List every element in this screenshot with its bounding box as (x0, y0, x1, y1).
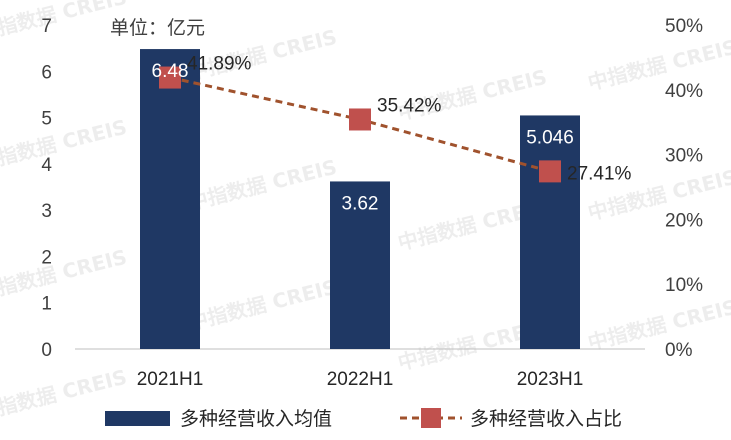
axes: 单位：亿元 0 1 2 3 4 5 6 7 0% 10% 20% 30% 40% 50% 2021H1 2022… (41, 16, 703, 390)
y-right-tick-label: 20% (665, 210, 703, 231)
y-left-tick-label: 1 (41, 294, 52, 315)
bar-value-label: 5.046 (526, 127, 574, 148)
line-value-label: 35.42% (377, 95, 442, 116)
y-left-tick-label: 7 (41, 16, 52, 37)
legend: 多种经营收入均值 多种经营收入占比 (105, 408, 622, 430)
y-left-tick-label: 3 (41, 201, 52, 222)
line-marker (159, 66, 181, 89)
data-labels: 6.48 3.62 5.046 41.89% 35.42% 27.41% (152, 54, 632, 215)
bar-value-label: 3.62 (342, 193, 379, 214)
line-value-label: 41.89% (187, 54, 252, 75)
y-right-tick-label: 40% (665, 81, 703, 102)
bar (140, 49, 200, 349)
y-left-tick-label: 6 (41, 62, 52, 83)
bar (330, 181, 390, 349)
line-value-label: 27.41% (567, 163, 632, 184)
y-right-tick-label: 10% (665, 275, 703, 296)
line-marker (539, 160, 561, 183)
x-tick-label: 2023H1 (517, 369, 584, 390)
y-right-tick-label: 0% (665, 340, 693, 361)
watermark-text: 中指数据 CREIS (0, 245, 129, 305)
x-tick-label: 2022H1 (327, 369, 394, 390)
watermark-text: 中指数据 CREIS (185, 155, 339, 215)
y-right-tick-label: 30% (665, 146, 703, 167)
x-tick-label: 2021H1 (137, 369, 204, 390)
legend-line-label: 多种经营收入占比 (470, 408, 622, 430)
watermark-text: 中指数据 CREIS (585, 295, 731, 355)
y-right-tick-label: 50% (665, 16, 703, 37)
bar (520, 115, 580, 349)
line-series (159, 66, 561, 183)
watermark-text: 中指数据 CREIS (0, 115, 129, 175)
y-left-tick-label: 2 (41, 247, 52, 268)
line-marker (349, 108, 371, 131)
legend-bar-swatch (105, 411, 170, 426)
bar-value-label: 6.48 (152, 61, 189, 82)
y-left-tick-label: 5 (41, 109, 52, 130)
legend-line-marker (421, 408, 441, 428)
bar-series (140, 49, 580, 349)
y-left-tick-label: 0 (41, 340, 52, 361)
watermark-text: 中指数据 CREIS (585, 35, 731, 95)
watermark-text: 中指数据 CREIS (185, 275, 339, 335)
unit-label: 单位：亿元 (110, 17, 205, 39)
y-left-tick-label: 4 (41, 155, 52, 176)
legend-bar-label: 多种经营收入均值 (180, 408, 332, 430)
